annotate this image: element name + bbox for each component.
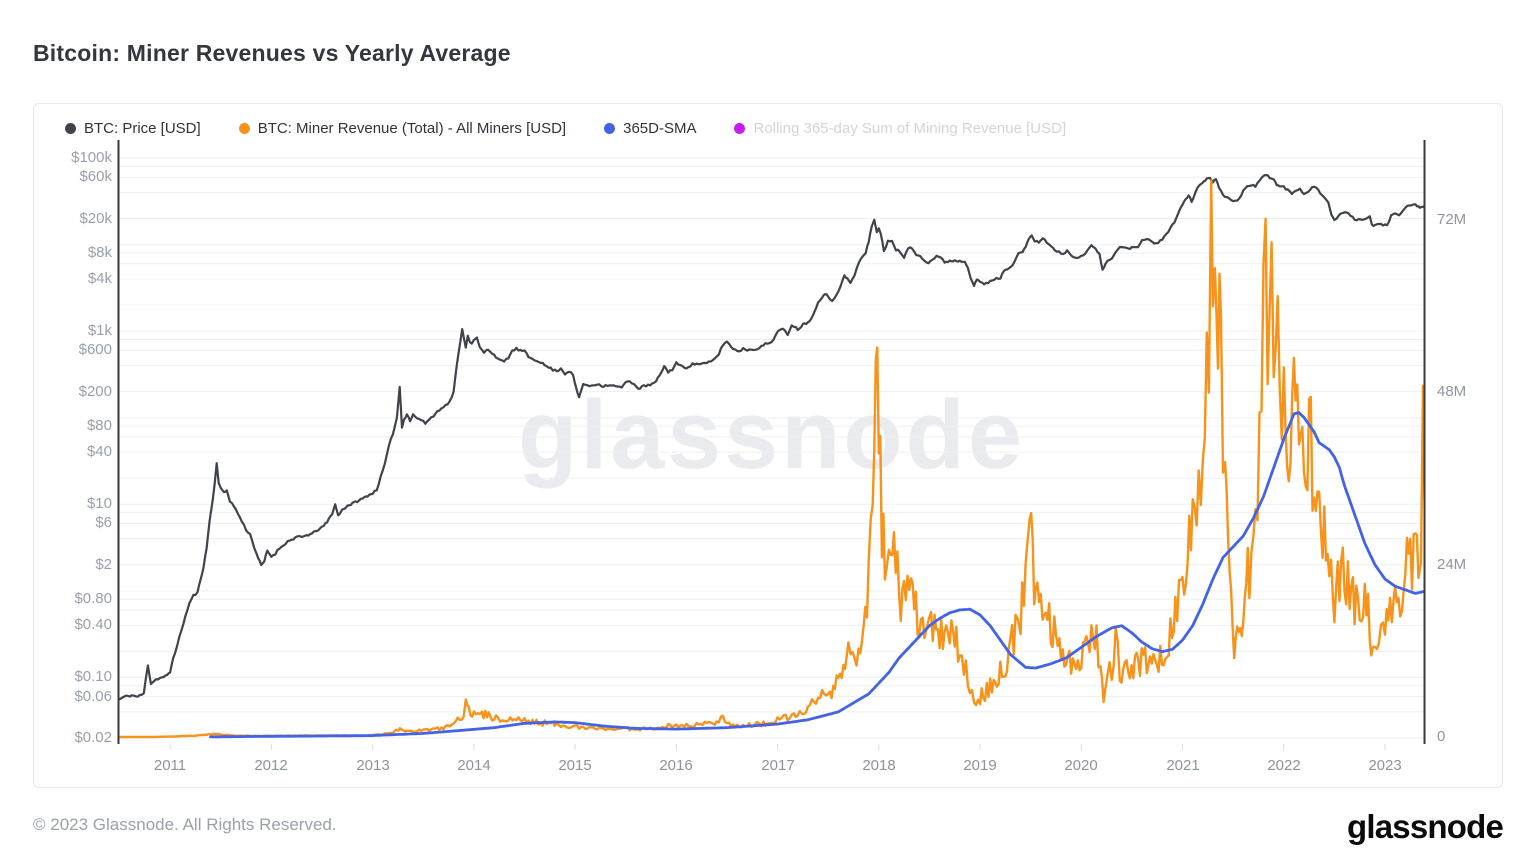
glassnode-logo: glassnode [1346, 808, 1504, 845]
left-label-600: $600 [78, 341, 112, 358]
legend-dot-miner-revenue [238, 122, 250, 134]
x-label-2017: 2017 [761, 757, 795, 774]
copyright-text: © 2023 Glassnode. All Rights Reserved. [33, 815, 337, 834]
legend-dot-rolling-sum [734, 122, 746, 134]
right-label-24m: 24M [1437, 556, 1467, 573]
x-label-2015: 2015 [558, 757, 592, 774]
legend-label-btc-price: BTC: Price [USD] [84, 119, 201, 137]
legend-dot-btc-price [65, 122, 76, 134]
x-label-2013: 2013 [356, 757, 390, 774]
x-label-2016: 2016 [659, 757, 693, 774]
left-label-8k: $8k [87, 244, 112, 261]
x-label-2014: 2014 [457, 757, 491, 774]
series-btc-price-line [118, 174, 1425, 701]
x-tick-marks [169, 744, 1386, 750]
x-label-2020: 2020 [1064, 757, 1098, 774]
x-label-2021: 2021 [1166, 757, 1200, 774]
legend-label-rolling-sum: Rolling 365-day Sum of Mining Revenue [U… [753, 119, 1067, 137]
x-label-2019: 2019 [963, 757, 997, 774]
legend-label-365d-sma: 365D-SMA [623, 119, 697, 137]
series-lines [118, 174, 1425, 739]
left-label-2: $2 [95, 556, 112, 573]
legend-item-365d-sma[interactable]: 365D-SMA [604, 120, 696, 137]
x-label-2022: 2022 [1267, 757, 1301, 774]
right-label-72m: 72M [1437, 211, 1467, 228]
left-label-80: $80 [86, 417, 112, 434]
left-label-40: $40 [86, 443, 112, 460]
left-label-20k: $20k [79, 210, 112, 227]
x-label-2012: 2012 [254, 757, 288, 774]
page-title: Bitcoin: Miner Revenues vs Yearly Averag… [33, 40, 511, 66]
left-label-6: $6 [95, 514, 112, 531]
left-label-60k: $60k [79, 168, 112, 185]
chart-legend: BTC: Price [USD] BTC: Miner Revenue (Tota… [65, 118, 1066, 138]
legend-label-miner-revenue: BTC: Miner Revenue (Total) - All Miners … [257, 119, 567, 137]
left-label-0.06: $0.06 [74, 688, 112, 705]
left-label-4k: $4k [87, 270, 112, 287]
legend-dot-365d-sma [604, 122, 616, 134]
right-label-48m: 48M [1437, 383, 1467, 400]
series-365d-sma-line [209, 411, 1425, 739]
gridlines [119, 157, 1424, 739]
legend-item-btc-price[interactable]: BTC: Price [USD] [65, 120, 201, 137]
left-label-0.80: $0.80 [74, 590, 112, 607]
plot-spines [117, 140, 1426, 744]
x-label-2018: 2018 [862, 757, 896, 774]
left-label-0.10: $0.10 [74, 668, 112, 685]
left-label-10: $10 [86, 495, 112, 512]
legend-item-rolling-sum[interactable]: Rolling 365-day Sum of Mining Revenue [U… [734, 120, 1066, 137]
left-label-1k: $1k [87, 322, 112, 339]
x-label-2011: 2011 [153, 757, 187, 774]
left-label-100k: $100k [71, 149, 112, 166]
left-label-200: $200 [78, 383, 112, 400]
x-label-2023: 2023 [1368, 757, 1402, 774]
left-label-0.02: $0.02 [74, 729, 112, 746]
right-label-0: 0 [1437, 728, 1446, 745]
left-label-0.40: $0.40 [74, 616, 112, 633]
legend-item-miner-revenue[interactable]: BTC: Miner Revenue (Total) - All Miners … [238, 119, 567, 137]
